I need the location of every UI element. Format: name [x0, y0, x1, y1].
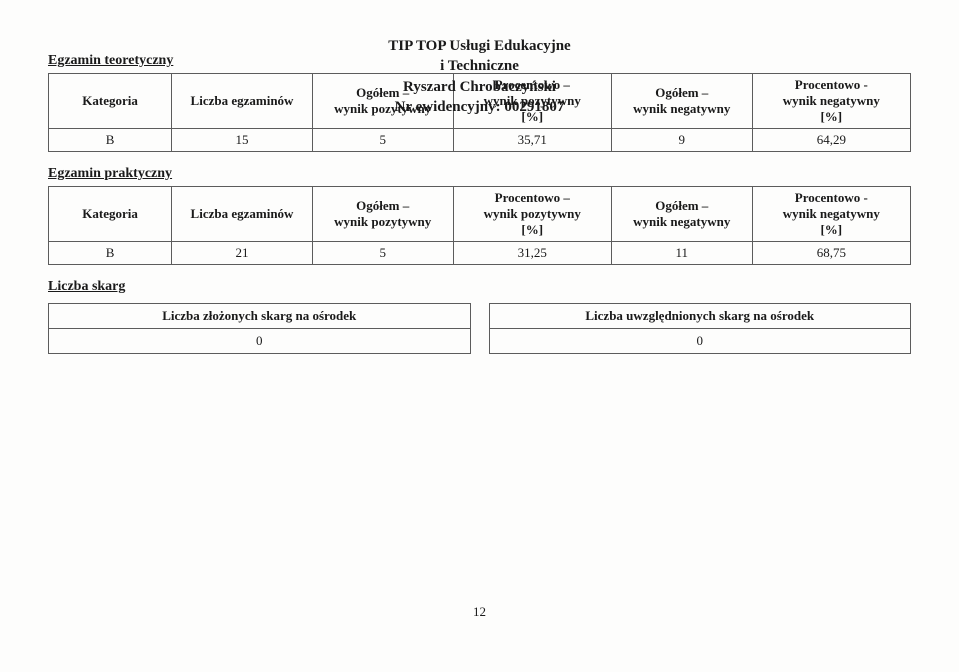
- table-row: B 21 5 31,25 11 68,75: [49, 242, 911, 265]
- col-neg-n: Ogółem –wynik negatywny: [611, 74, 752, 129]
- col-neg-n: Ogółem –wynik negatywny: [611, 187, 752, 242]
- cell-pos-p: 35,71: [453, 129, 611, 152]
- table-skarg-zlozone: Liczba złożonych skarg na ośrodek 0: [48, 303, 471, 354]
- col-pos-p: Procentowo –wynik pozytywny[%]: [453, 187, 611, 242]
- table-skarg-uwzglednione: Liczba uwzględnionych skarg na ośrodek 0: [489, 303, 912, 354]
- col-neg-p: Procentowo -wynik negatywny[%]: [752, 187, 910, 242]
- col-kategoria: Kategoria: [49, 74, 172, 129]
- skarg-right-value: 0: [489, 329, 911, 354]
- cell-liczba: 21: [172, 242, 313, 265]
- cell-kategoria: B: [49, 242, 172, 265]
- section-title-skarg: Liczba skarg: [48, 279, 911, 295]
- cell-liczba: 15: [172, 129, 313, 152]
- col-neg-p: Procentowo -wynik negatywny[%]: [752, 74, 910, 129]
- cell-neg-p: 68,75: [752, 242, 910, 265]
- table-praktyczny: Kategoria Liczba egzaminów Ogółem –wynik…: [48, 186, 911, 265]
- section-title-praktyczny: Egzamin praktyczny: [48, 166, 911, 182]
- cell-neg-n: 11: [611, 242, 752, 265]
- cell-pos-n: 5: [312, 242, 453, 265]
- col-liczba: Liczba egzaminów: [172, 74, 313, 129]
- skarg-left-header: Liczba złożonych skarg na ośrodek: [49, 304, 471, 329]
- cell-kategoria: B: [49, 129, 172, 152]
- cell-pos-n: 5: [312, 129, 453, 152]
- cell-neg-p: 64,29: [752, 129, 910, 152]
- cell-neg-n: 9: [611, 129, 752, 152]
- skarg-tables: Liczba złożonych skarg na ośrodek 0 Licz…: [48, 303, 911, 354]
- col-pos-n: Ogółem –wynik pozytywny: [312, 187, 453, 242]
- table-row: B 15 5 35,71 9 64,29: [49, 129, 911, 152]
- table-header-row: Kategoria Liczba egzaminów Ogółem –wynik…: [49, 187, 911, 242]
- col-liczba: Liczba egzaminów: [172, 187, 313, 242]
- col-kategoria: Kategoria: [49, 187, 172, 242]
- page-number: 12: [48, 604, 911, 620]
- cell-pos-p: 31,25: [453, 242, 611, 265]
- skarg-left-value: 0: [49, 329, 471, 354]
- skarg-right-header: Liczba uwzględnionych skarg na ośrodek: [489, 304, 911, 329]
